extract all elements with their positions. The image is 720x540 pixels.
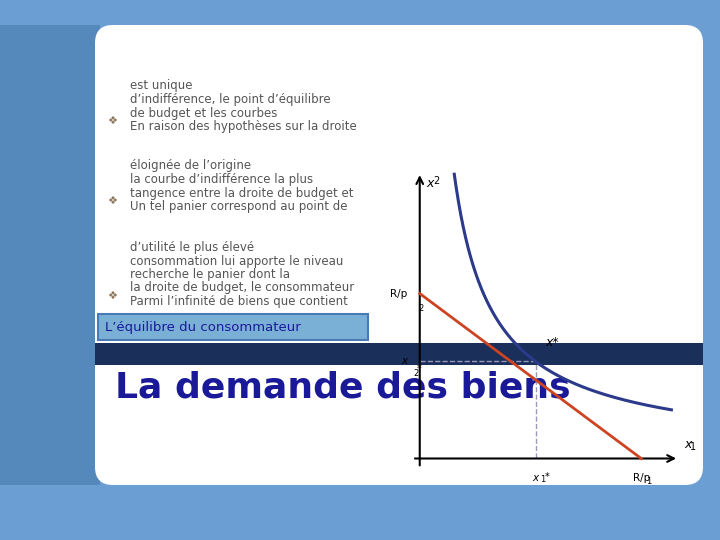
Text: la courbe d’indifférence la plus: la courbe d’indifférence la plus xyxy=(130,173,313,186)
Text: ❖: ❖ xyxy=(107,196,117,206)
Text: 1: 1 xyxy=(541,476,546,484)
Text: recherche le panier dont la: recherche le panier dont la xyxy=(130,268,290,281)
Text: 2: 2 xyxy=(413,369,419,378)
Text: Un tel panier correspond au point de: Un tel panier correspond au point de xyxy=(130,200,348,213)
Text: x*: x* xyxy=(546,336,559,349)
Text: La demande des biens: La demande des biens xyxy=(115,371,571,405)
Text: *: * xyxy=(417,364,422,374)
Text: x: x xyxy=(426,177,433,190)
Bar xyxy=(0,25,100,485)
Text: ❖: ❖ xyxy=(107,116,117,126)
Text: la droite de budget, le consommateur: la droite de budget, le consommateur xyxy=(130,281,354,294)
Text: de budget et les courbes: de budget et les courbes xyxy=(130,106,277,119)
Text: x: x xyxy=(533,473,539,483)
Text: 1: 1 xyxy=(690,442,696,451)
Text: R/p: R/p xyxy=(390,288,407,299)
FancyBboxPatch shape xyxy=(98,314,368,340)
Text: *: * xyxy=(544,472,549,482)
Text: 2: 2 xyxy=(418,303,424,313)
Text: éloignée de l’origine: éloignée de l’origine xyxy=(130,159,251,172)
Text: d’utilité le plus élevé: d’utilité le plus élevé xyxy=(130,241,254,254)
Text: est unique: est unique xyxy=(130,79,192,92)
Text: 2: 2 xyxy=(433,176,440,186)
Bar xyxy=(95,343,703,365)
Text: tangence entre la droite de budget et: tangence entre la droite de budget et xyxy=(130,186,354,199)
FancyBboxPatch shape xyxy=(95,25,703,485)
Text: x: x xyxy=(684,438,691,451)
Text: R/p: R/p xyxy=(633,473,650,483)
Text: consommation lui apporte le niveau: consommation lui apporte le niveau xyxy=(130,254,343,267)
Text: ❖: ❖ xyxy=(107,291,117,301)
Text: d’indifférence, le point d’équilibre: d’indifférence, le point d’équilibre xyxy=(130,93,330,106)
Text: Parmi l’infinité de biens que contient: Parmi l’infinité de biens que contient xyxy=(130,295,348,308)
Text: L’équilibre du consommateur: L’équilibre du consommateur xyxy=(105,321,301,334)
Text: 1: 1 xyxy=(647,477,652,485)
Text: x: x xyxy=(401,356,407,367)
Text: En raison des hypothèses sur la droite: En raison des hypothèses sur la droite xyxy=(130,120,356,133)
